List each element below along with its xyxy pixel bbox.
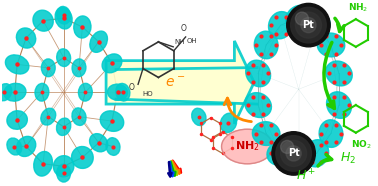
Circle shape — [291, 7, 326, 43]
Ellipse shape — [41, 59, 55, 77]
Circle shape — [287, 3, 330, 47]
Circle shape — [272, 132, 315, 175]
Ellipse shape — [55, 7, 72, 29]
Text: NH: NH — [175, 39, 185, 45]
Text: NH$_2$: NH$_2$ — [348, 1, 368, 14]
Ellipse shape — [100, 111, 124, 131]
Ellipse shape — [16, 136, 36, 156]
Ellipse shape — [286, 5, 311, 31]
Ellipse shape — [90, 31, 107, 52]
Ellipse shape — [267, 141, 294, 165]
Ellipse shape — [0, 84, 12, 101]
Ellipse shape — [7, 111, 27, 129]
Text: $H_2$: $H_2$ — [340, 151, 356, 166]
Ellipse shape — [72, 59, 86, 77]
Ellipse shape — [245, 93, 271, 118]
Ellipse shape — [106, 138, 120, 155]
Ellipse shape — [41, 108, 56, 125]
Ellipse shape — [57, 164, 71, 182]
Ellipse shape — [326, 61, 352, 86]
Ellipse shape — [16, 28, 36, 48]
Ellipse shape — [319, 120, 343, 147]
Ellipse shape — [74, 16, 91, 38]
Text: O: O — [128, 83, 134, 92]
Ellipse shape — [102, 54, 122, 73]
Ellipse shape — [33, 10, 53, 31]
Ellipse shape — [107, 84, 127, 100]
Circle shape — [280, 140, 307, 166]
Circle shape — [296, 12, 308, 25]
Ellipse shape — [192, 108, 206, 126]
Ellipse shape — [268, 12, 293, 39]
Ellipse shape — [35, 83, 49, 101]
Ellipse shape — [78, 83, 92, 101]
Circle shape — [286, 146, 301, 161]
Ellipse shape — [57, 7, 71, 24]
Ellipse shape — [286, 147, 311, 173]
Ellipse shape — [253, 122, 280, 145]
Text: Pt: Pt — [302, 20, 314, 30]
Circle shape — [301, 17, 316, 33]
Polygon shape — [106, 41, 254, 124]
Text: NH$_2$: NH$_2$ — [235, 140, 260, 153]
Ellipse shape — [220, 113, 237, 132]
Ellipse shape — [305, 140, 328, 167]
Ellipse shape — [303, 13, 330, 37]
Ellipse shape — [57, 49, 71, 67]
Ellipse shape — [53, 156, 74, 177]
Ellipse shape — [116, 84, 130, 101]
Text: HO: HO — [143, 91, 153, 97]
Ellipse shape — [222, 129, 273, 164]
Text: NO$_2$: NO$_2$ — [352, 138, 372, 151]
Ellipse shape — [71, 147, 93, 168]
Ellipse shape — [4, 83, 26, 101]
Ellipse shape — [90, 134, 108, 152]
Text: OH: OH — [186, 38, 197, 44]
Ellipse shape — [56, 118, 71, 135]
Ellipse shape — [327, 92, 352, 118]
Text: $H^+$: $H^+$ — [296, 169, 317, 184]
Ellipse shape — [72, 108, 86, 125]
Ellipse shape — [317, 33, 345, 57]
Circle shape — [296, 12, 321, 38]
Ellipse shape — [246, 60, 271, 87]
Text: O: O — [181, 24, 187, 33]
Circle shape — [276, 136, 311, 171]
Text: $e^-$: $e^-$ — [165, 75, 185, 89]
Ellipse shape — [254, 31, 278, 59]
Circle shape — [280, 140, 294, 153]
Text: Pt: Pt — [288, 148, 299, 158]
Ellipse shape — [5, 55, 29, 74]
Ellipse shape — [7, 138, 22, 155]
Ellipse shape — [34, 151, 53, 176]
